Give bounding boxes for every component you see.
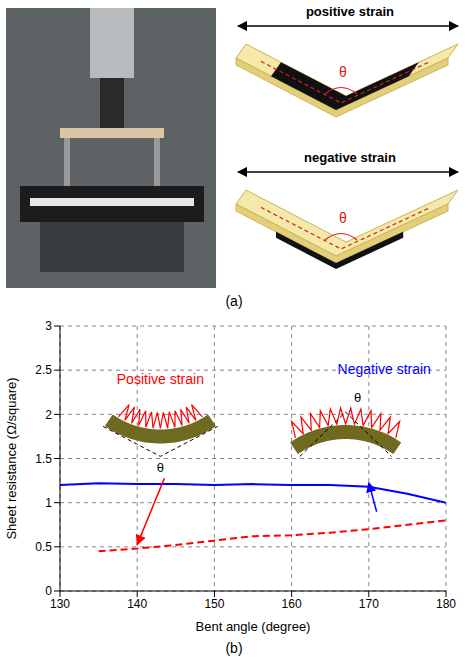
svg-text:150: 150 (204, 597, 224, 611)
svg-text:θ: θ (339, 210, 347, 226)
svg-text:Sheet resistance (Ω/square): Sheet resistance (Ω/square) (4, 377, 19, 539)
svg-text:θ: θ (157, 460, 164, 475)
svg-text:2.5: 2.5 (35, 363, 52, 377)
svg-text:Negative strain: Negative strain (338, 361, 431, 377)
svg-text:180: 180 (436, 597, 456, 611)
svg-text:1: 1 (45, 496, 52, 510)
svg-text:170: 170 (359, 597, 379, 611)
svg-text:140: 140 (127, 597, 147, 611)
svg-text:Bent angle (degree): Bent angle (degree) (196, 619, 311, 634)
svg-text:negative strain: negative strain (304, 150, 396, 165)
html-text:(b): (b) (225, 640, 243, 656)
svg-text:θ: θ (354, 390, 361, 405)
svg-text:0: 0 (45, 584, 52, 598)
svg-text:160: 160 (282, 597, 302, 611)
svg-text:positive strain: positive strain (306, 4, 394, 19)
svg-text:3: 3 (45, 319, 52, 333)
svg-text:Positive strain: Positive strain (117, 371, 204, 387)
svg-text:130: 130 (50, 597, 70, 611)
svg-text:2: 2 (45, 408, 52, 422)
svg-text:1.5: 1.5 (35, 452, 52, 466)
svg-text:(a): (a) (225, 293, 242, 309)
svg-text:0.5: 0.5 (35, 540, 52, 554)
svg-text:θ: θ (339, 64, 347, 80)
